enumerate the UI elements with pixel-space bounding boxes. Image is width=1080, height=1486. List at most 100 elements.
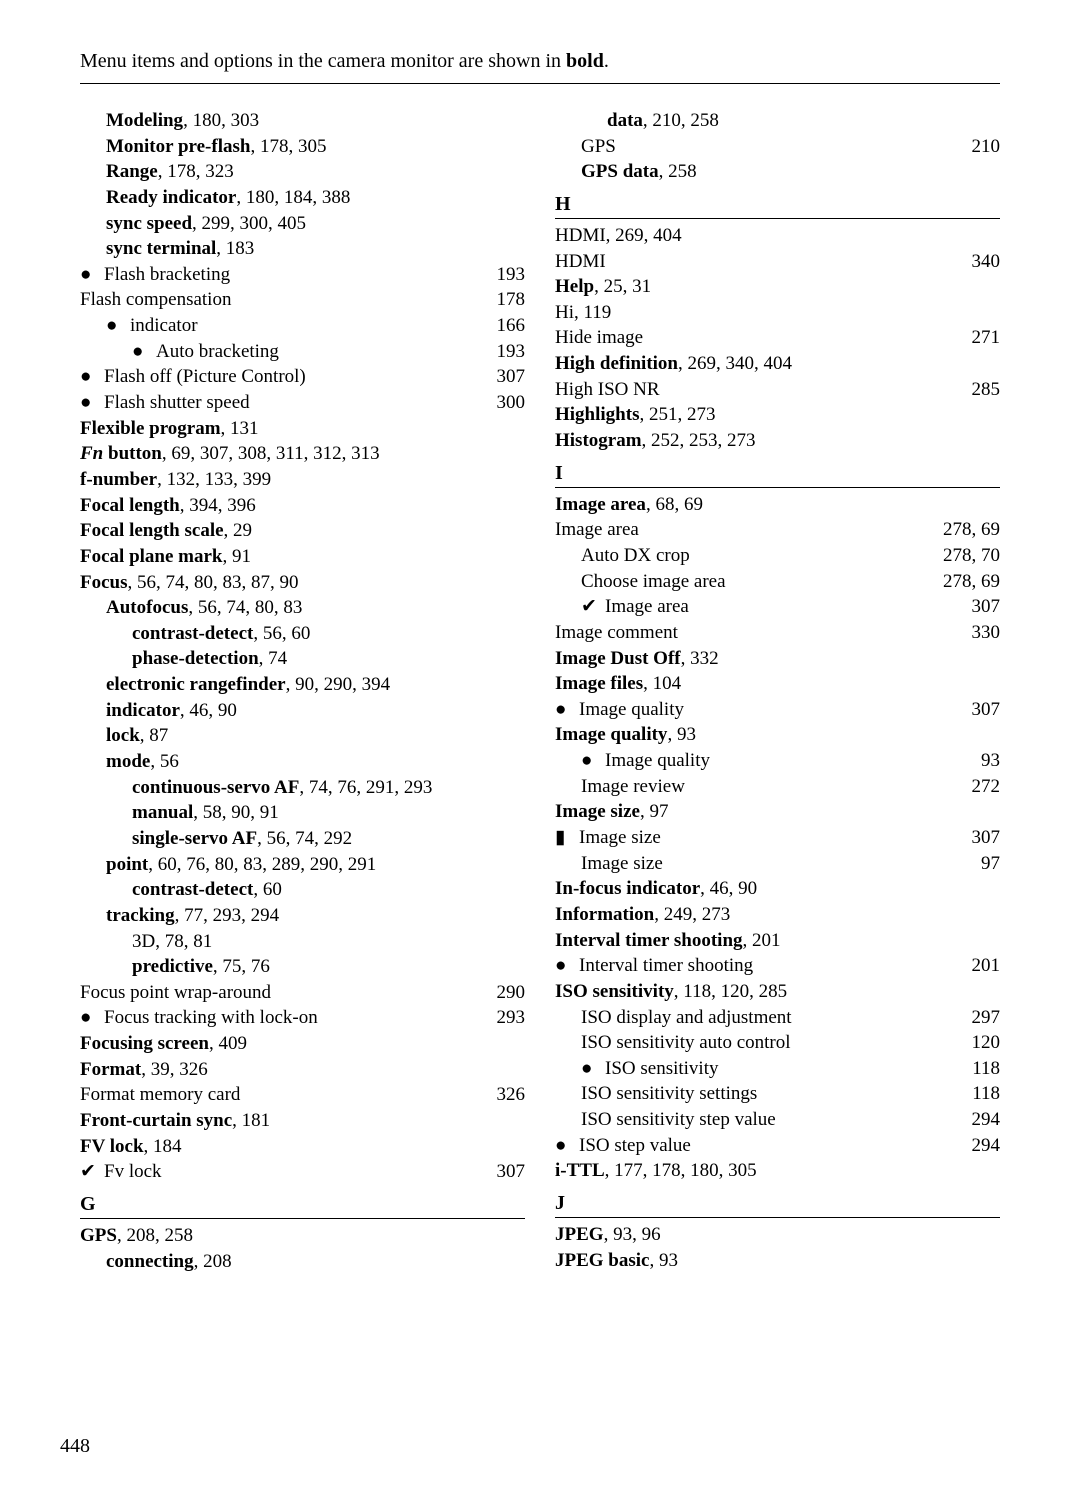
index-entry-label: High ISO NR [555,377,660,403]
index-entry-label: manual, 58, 90, 91 [132,800,279,826]
index-entry-label: GPS data, 258 [581,159,697,185]
index-entry-label: i-TTL, 177, 178, 180, 305 [555,1158,757,1184]
leader-dots [792,1005,964,1024]
index-entry: Interval timer shooting, 201 [555,928,1000,954]
index-entry: sync speed, 299, 300, 405 [80,211,525,237]
index-entry-pages: 278, 69 [943,517,1000,543]
index-entry: ✔Fv lock307 [80,1159,525,1185]
index-entry: Image size, 97 [555,799,1000,825]
header-note-prefix: Menu items and options in the camera mon… [80,50,566,72]
index-entry: Focal length, 394, 396 [80,493,525,519]
index-entry-label: Fn button, 69, 307, 308, 311, 312, 313 [80,441,380,467]
index-entry-label: ✔Fv lock [80,1159,162,1185]
index-entry-pages: 307 [972,825,1001,851]
section-letter: J [555,1192,1000,1218]
index-entry: ISO display and adjustment297 [555,1005,1000,1031]
index-entry: ●indicator166 [80,313,525,339]
index-entry-label: Interval timer shooting, 201 [555,928,781,954]
index-entry-label: JPEG, 93, 96 [555,1222,661,1248]
index-entry: manual, 58, 90, 91 [80,800,525,826]
index-entry: ISO sensitivity settings118 [555,1081,1000,1107]
index-entry-pages: 330 [972,620,1001,646]
index-entry: Image Dust Off, 332 [555,646,1000,672]
index-entry: Focus point wrap-around290 [80,980,525,1006]
leader-dots [718,1056,964,1075]
index-entry-pages: 97 [981,851,1000,877]
index-entry-label: Modeling, 180, 303 [106,108,259,134]
leader-dots [660,377,964,396]
leader-dots [757,1081,964,1100]
page-number: 448 [60,1435,90,1458]
leader-dots [240,1082,488,1101]
index-entry-pages: 120 [972,1030,1001,1056]
index-entry: Format memory card326 [80,1082,525,1108]
index-entry-label: In-focus indicator, 46, 90 [555,876,757,902]
index-entry-label: Image size [581,851,663,877]
index-entry-pages: 193 [497,339,526,365]
index-entry-label: single-servo AF, 56, 74, 292 [132,826,352,852]
index-entry: indicator, 46, 90 [80,698,525,724]
index-entry-label: sync terminal, 183 [106,236,254,262]
index-entry: GPS data, 258 [555,159,1000,185]
index-entry: Information, 249, 273 [555,902,1000,928]
index-entry-pages: 201 [972,953,1001,979]
index-entry-label: point, 60, 76, 80, 83, 289, 290, 291 [106,852,376,878]
index-entry-label: f-number, 132, 133, 399 [80,467,271,493]
index-entry: predictive, 75, 76 [80,954,525,980]
index-entry-label: sync speed, 299, 300, 405 [106,211,306,237]
index-entry: ●Auto bracketing 193 [80,339,525,365]
index-entry: ●Image quality93 [555,748,1000,774]
index-entry: Histogram, 252, 253, 273 [555,428,1000,454]
leader-dots [306,364,489,383]
index-entry-label: Focal length, 394, 396 [80,493,256,519]
index-entry: Flash compensation178 [80,287,525,313]
index-entry-pages: 294 [972,1133,1001,1159]
index-entry: Range, 178, 323 [80,159,525,185]
index-entry-pages: 307 [972,697,1001,723]
index-entry-pages: 118 [972,1056,1000,1082]
index-entry-label: Help, 25, 31 [555,274,651,300]
index-entry: Monitor pre-flash, 178, 305 [80,134,525,160]
index-entry-label: ●Auto bracketing [132,339,279,365]
index-entry-pages: 290 [497,980,526,1006]
index-entry-pages: 278, 70 [943,543,1000,569]
index-entry-label: Range, 178, 323 [106,159,234,185]
index-entry-label: Choose image area [581,569,726,595]
index-entry: ✔Image area307 [555,594,1000,620]
index-entry-label: GPS [581,134,616,160]
index-entry-label: ●Interval timer shooting [555,953,753,979]
index-entry-label: tracking, 77, 293, 294 [106,903,279,929]
index-entry: connecting, 208 [80,1249,525,1275]
index-entry: Image comment330 [555,620,1000,646]
leader-dots [661,825,964,844]
index-entry-label: Focus, 56, 74, 80, 83, 87, 90 [80,570,299,596]
leader-dots [198,313,489,332]
index-entry: lock, 87 [80,723,525,749]
index-entry-label: Image review [581,774,685,800]
index-entry-pages: 293 [497,1005,526,1031]
index-entry-label: data, 210, 258 [607,108,719,134]
index-entry-pages: 326 [497,1082,526,1108]
index-entry: ●Flash bracketing193 [80,262,525,288]
index-entry-label: Image quality, 93 [555,722,696,748]
index-entry: contrast-detect, 60 [80,877,525,903]
leader-dots [318,1005,489,1024]
leader-dots [678,620,964,639]
index-entry: phase-detection, 74 [80,646,525,672]
index-entry: Front-curtain sync, 181 [80,1108,525,1134]
index-entry: Focal length scale, 29 [80,518,525,544]
index-entry-label: HDMI, 269, 404 [555,223,682,249]
index-entry: JPEG, 93, 96 [555,1222,1000,1248]
header-rule [80,83,1000,84]
index-entry: single-servo AF, 56, 74, 292 [80,826,525,852]
index-entry-label: Flexible program, 131 [80,416,259,442]
header-note-suffix: . [604,50,609,72]
index-entry-label: ●ISO step value [555,1133,691,1159]
index-entry-label: ●Flash shutter speed [80,390,250,416]
index-entry-pages: 193 [497,262,526,288]
index-entry: HDMI, 269, 404 [555,223,1000,249]
index-entry-label: Focal plane mark, 91 [80,544,251,570]
index-entry: Hide image271 [555,325,1000,351]
index-entry: ●ISO sensitivity118 [555,1056,1000,1082]
index-entry-label: Focal length scale, 29 [80,518,252,544]
